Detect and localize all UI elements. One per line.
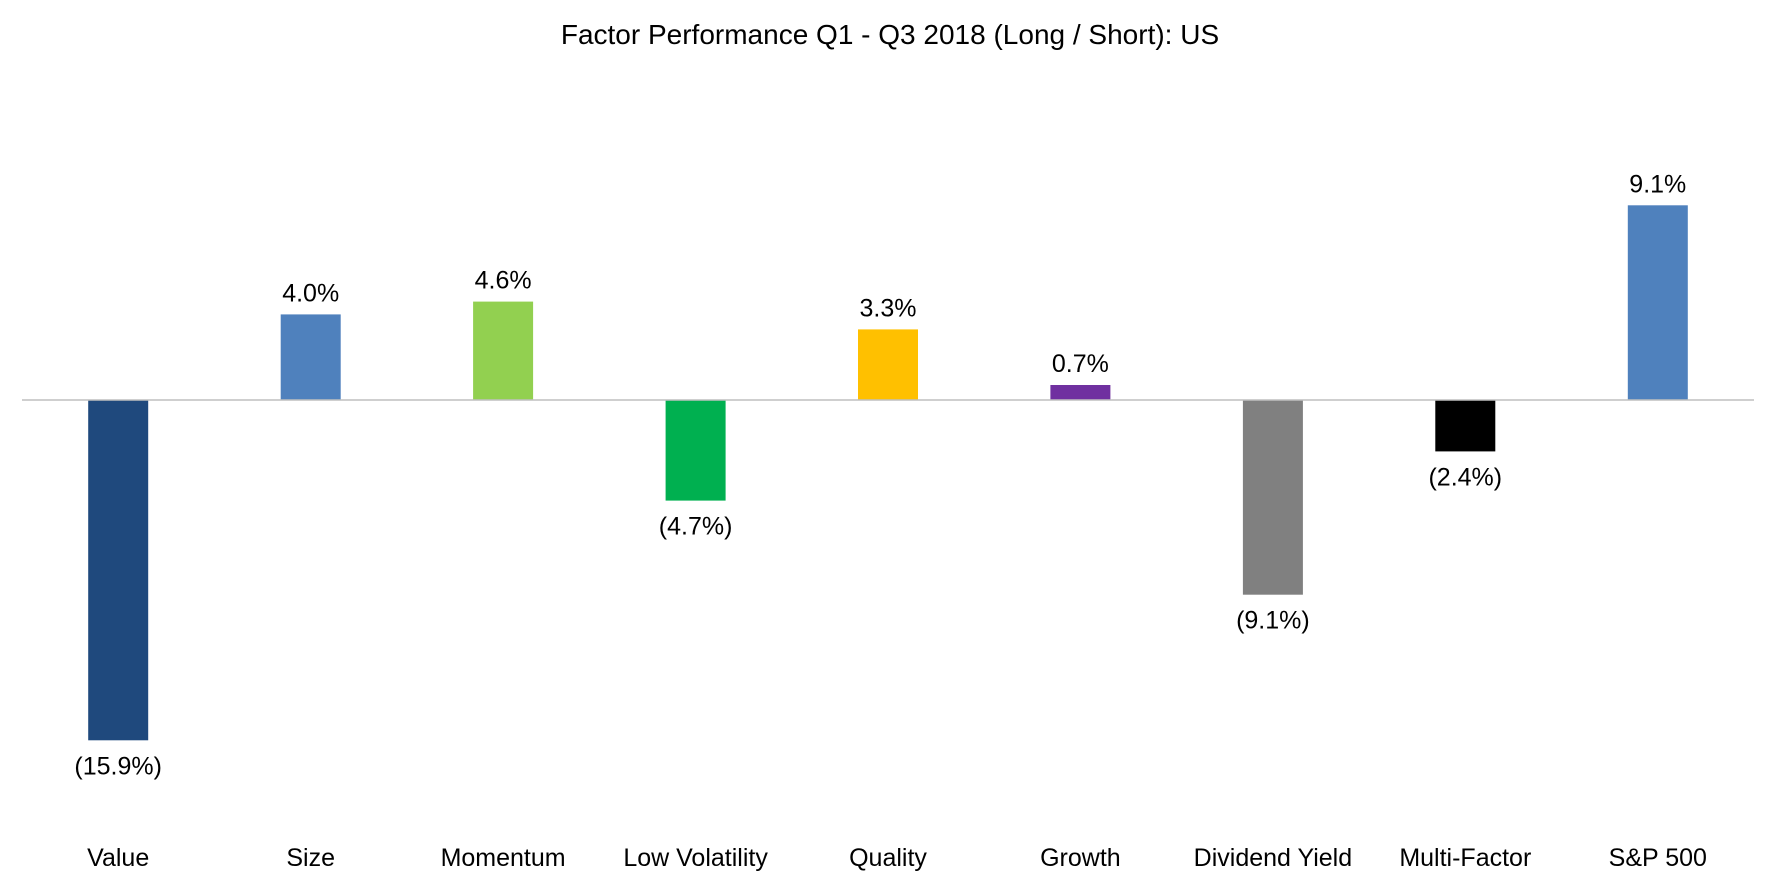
data-label-momentum: 4.6% bbox=[475, 267, 532, 295]
bar-size bbox=[280, 314, 341, 400]
bar-quality bbox=[858, 329, 918, 400]
category-label-size: Size bbox=[286, 844, 335, 872]
bar-growth bbox=[1050, 385, 1111, 400]
category-label-sandp-500: S&P 500 bbox=[1609, 844, 1707, 872]
data-label-multi-factor: (2.4%) bbox=[1428, 463, 1502, 491]
category-label-low-volatility: Low Volatility bbox=[623, 844, 768, 872]
bar-sandp-500 bbox=[1627, 205, 1688, 400]
bar-momentum bbox=[473, 301, 534, 400]
data-label-value: (15.9%) bbox=[74, 752, 162, 780]
data-label-growth: 0.7% bbox=[1052, 350, 1109, 378]
data-label-low-volatility: (4.7%) bbox=[659, 513, 733, 541]
category-label-momentum: Momentum bbox=[441, 844, 566, 872]
category-label-dividend-yield: Dividend Yield bbox=[1194, 844, 1352, 872]
category-label-value: Value bbox=[87, 844, 149, 872]
bar-dividend-yield bbox=[1242, 400, 1303, 595]
bar-value bbox=[88, 400, 149, 741]
category-axis: Value Size Momentum Low Volatility Quality Gr… bbox=[87, 844, 1707, 872]
data-label-quality: 3.3% bbox=[860, 294, 917, 322]
bar-low-volatility bbox=[665, 400, 726, 501]
category-label-multi-factor: Multi-Factor bbox=[1399, 844, 1531, 872]
data-label-size: 4.0% bbox=[282, 279, 339, 307]
category-label-growth: Growth bbox=[1040, 844, 1121, 872]
data-label-sandp-500: 9.1% bbox=[1629, 170, 1686, 198]
data-label-dividend-yield: (9.1%) bbox=[1236, 607, 1310, 635]
chart-title: Factor Performance Q1 - Q3 2018 (Long / … bbox=[561, 19, 1219, 50]
bars-layer bbox=[88, 205, 1688, 741]
category-label-quality: Quality bbox=[849, 844, 927, 872]
data-labels-layer: (15.9%) 4.0% 4.6% (4.7%) 3.3% 0.7% (9.1%) (2.4%… bbox=[74, 170, 1686, 780]
bar-multi-factor bbox=[1435, 400, 1496, 452]
